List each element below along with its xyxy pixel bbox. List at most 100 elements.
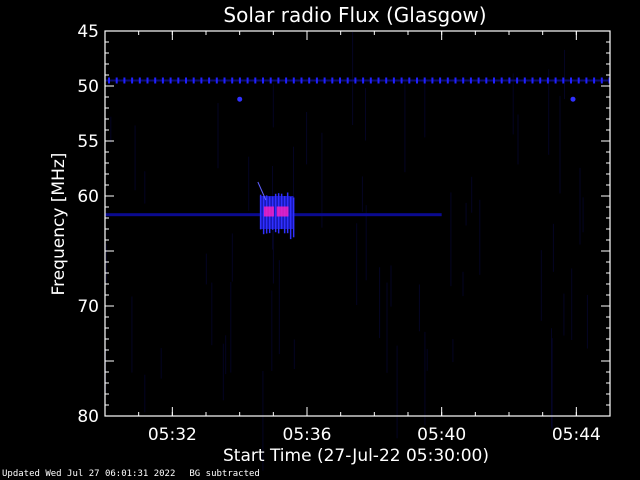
interference-tick: [446, 77, 449, 84]
interference-tick: [223, 77, 226, 84]
interference-tick: [554, 77, 557, 84]
noise-streak: [551, 328, 552, 428]
interference-tick: [185, 77, 187, 84]
interference-tick: [292, 77, 295, 84]
interference-tick: [146, 77, 149, 84]
noise-streak: [293, 146, 294, 234]
noise-streak: [211, 282, 213, 346]
noise-streak: [352, 32, 354, 125]
plot-frame: [104, 30, 611, 417]
noise-streak: [462, 271, 464, 297]
noise-streak: [586, 294, 588, 349]
interference-tick: [485, 77, 488, 84]
noise-streak: [563, 293, 565, 336]
noise-streak: [278, 260, 280, 355]
interference-tick: [585, 77, 588, 84]
burst-column: [259, 194, 262, 230]
noise-streak: [271, 290, 273, 371]
noise-streak: [160, 348, 162, 379]
interference-tick: [469, 77, 472, 84]
interference-tick: [546, 77, 549, 84]
footer: Updated Wed Jul 27 06:01:31 2022 BG subtr…: [2, 469, 274, 479]
y-tick-label: 80: [77, 407, 99, 427]
noise-streak: [386, 282, 388, 373]
noise-streak: [144, 171, 146, 204]
noise-streak: [579, 167, 581, 245]
interference-tick: [423, 77, 426, 84]
noise-streak: [450, 192, 452, 287]
interference-tick: [315, 77, 318, 84]
noise-streak: [571, 268, 573, 340]
interference-tick: [377, 77, 380, 84]
noise-streak: [105, 243, 107, 283]
burst-peak: [276, 206, 289, 217]
y-tick-label: 50: [77, 77, 99, 97]
y-tick-label: 45: [77, 22, 99, 42]
interference-tick: [231, 77, 234, 84]
x-tick-label: 05:32: [148, 425, 197, 445]
noise-streak: [424, 331, 426, 426]
interference-tick: [508, 77, 511, 84]
noise-streak: [471, 176, 473, 213]
noise-streak: [272, 83, 274, 128]
interference-tick: [500, 77, 503, 84]
interference-tick: [169, 77, 172, 84]
interference-tick: [600, 77, 603, 84]
interference-tick: [408, 77, 411, 84]
interference-tick: [346, 77, 349, 84]
noise-streak: [404, 78, 406, 173]
interference-tick: [385, 77, 388, 84]
noise-streak: [131, 296, 133, 373]
noise-streak: [134, 125, 136, 191]
burst-column: [274, 193, 277, 233]
noise-streak: [231, 233, 233, 282]
interference-tick: [562, 77, 565, 84]
burst-peak: [263, 206, 274, 217]
noise-streak: [390, 265, 392, 307]
interference-tick: [115, 77, 118, 84]
updated-timestamp: Updated Wed Jul 27 06:01:31 2022: [2, 469, 176, 479]
interference-tick: [154, 77, 157, 84]
interference-tick: [131, 77, 134, 84]
noise-streak: [517, 114, 519, 165]
interference-dot: [237, 96, 243, 102]
noise-streak: [552, 223, 554, 272]
interference-tick: [577, 77, 580, 84]
noise-streak: [396, 345, 398, 439]
noise-streak: [248, 156, 250, 211]
noise-streak: [479, 199, 481, 275]
interference-tick: [462, 77, 465, 84]
noise-streak: [306, 112, 308, 165]
interference-line: [105, 79, 610, 82]
noise-streak: [361, 176, 363, 212]
interference-tick: [254, 77, 257, 84]
interference-tick: [138, 77, 141, 84]
x-tick-label: 05:36: [283, 425, 332, 445]
interference-tick: [123, 77, 126, 84]
interference-tick: [323, 77, 326, 84]
interference-tick: [454, 77, 457, 84]
noise-streak: [365, 205, 367, 281]
noise-streak: [379, 267, 381, 339]
interference-tick: [161, 77, 164, 84]
interference-tick: [416, 77, 418, 84]
noise-streak: [272, 214, 274, 284]
noise-streak: [144, 374, 146, 413]
interference-tick: [339, 77, 341, 84]
interference-tick: [108, 77, 110, 84]
noise-streak: [559, 95, 561, 194]
interference-tick: [516, 77, 519, 84]
interference-tick: [439, 77, 442, 84]
burst-drift: [257, 181, 267, 201]
interference-tick: [493, 77, 495, 84]
noise-streak: [418, 284, 420, 332]
bg-note: BG subtracted: [189, 469, 260, 479]
interference-tick: [477, 77, 480, 84]
chart-title: Solar radio Flux (Glasgow): [223, 3, 486, 27]
burst-column: [292, 197, 295, 238]
interference-tick: [400, 77, 403, 84]
interference-dot: [570, 96, 576, 102]
noise-streak: [551, 338, 553, 429]
interference-tick: [208, 77, 211, 84]
interference-tick: [277, 77, 280, 84]
